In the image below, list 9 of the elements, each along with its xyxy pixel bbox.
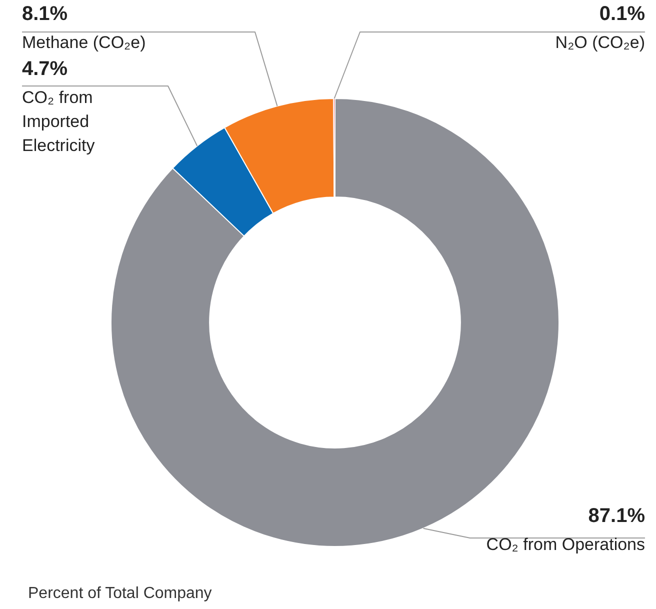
data-label: 0.1%	[599, 3, 646, 25]
data-label: 4.7%	[22, 58, 68, 80]
text: Percent of Total Company	[28, 585, 212, 602]
slice-label: N₂O (CO₂e)	[555, 33, 645, 52]
slice-label: CO₂ from Imported Electricity	[22, 88, 96, 155]
data-label: 87.1%	[588, 505, 646, 527]
slice-label: Methane (CO₂e)	[22, 33, 146, 52]
slice-label: CO₂ from Operations	[486, 535, 645, 554]
data-label: 8.1%	[22, 3, 68, 25]
